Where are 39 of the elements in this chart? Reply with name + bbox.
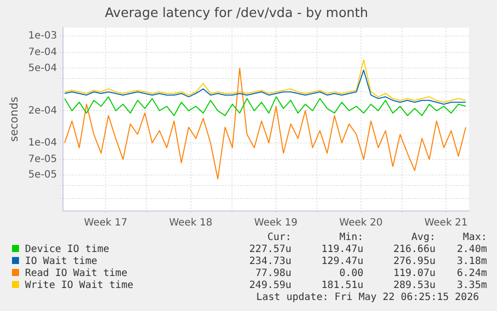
y-tick-label: 1e-03 [28, 30, 58, 42]
y-tick-label: 2e-04 [28, 105, 58, 116]
y-tick-label: 1e-04 [28, 137, 58, 148]
text: 2.40m [456, 244, 487, 256]
legend-label: Write IO Wait time [24, 280, 134, 292]
text: Max: [462, 232, 487, 244]
legend-label: Device IO time [24, 244, 110, 256]
y-axis-title: seconds [7, 96, 20, 142]
text: 3.18m [456, 256, 487, 268]
text: 289.53u [392, 280, 436, 292]
text: Avg: [410, 232, 436, 244]
text: 0.00 [338, 268, 364, 280]
text: 216.66u [392, 244, 436, 256]
text: 181.51u [320, 280, 364, 292]
x-tick-label: Week 17 [84, 218, 128, 229]
y-tick-label: 5e-04 [28, 62, 58, 74]
text: 129.47u [320, 256, 364, 268]
chart-title: Average latency for /dev/vda - by month [104, 6, 368, 22]
text: Last update: Fri May 22 06:25:15 2026 [255, 292, 479, 304]
text: 249.59u [248, 280, 292, 292]
text: 3.35m [456, 280, 487, 292]
text: Min: [338, 232, 364, 244]
legend-label: IO Wait time [24, 256, 98, 268]
legend-label: Read IO Wait time [24, 268, 128, 280]
x-tick-label: Week 21 [424, 218, 468, 229]
y-tick-label: 7e-05 [28, 154, 58, 165]
text: 234.73u [248, 256, 292, 268]
y-tick-label: 7e-04 [28, 47, 58, 58]
y-tick-label: 5e-05 [28, 170, 58, 181]
text: 119.47u [320, 244, 364, 256]
text: 119.07u [392, 268, 436, 280]
x-tick-label: Week 20 [339, 218, 383, 229]
x-tick-label: Week 18 [169, 218, 212, 229]
text: 227.57u [248, 244, 292, 256]
text: 6.24m [456, 268, 487, 280]
text: 276.95u [392, 256, 436, 268]
x-tick-label: Week 19 [254, 218, 298, 229]
text: Cur: [266, 232, 292, 244]
text: 77.98u [254, 268, 292, 280]
